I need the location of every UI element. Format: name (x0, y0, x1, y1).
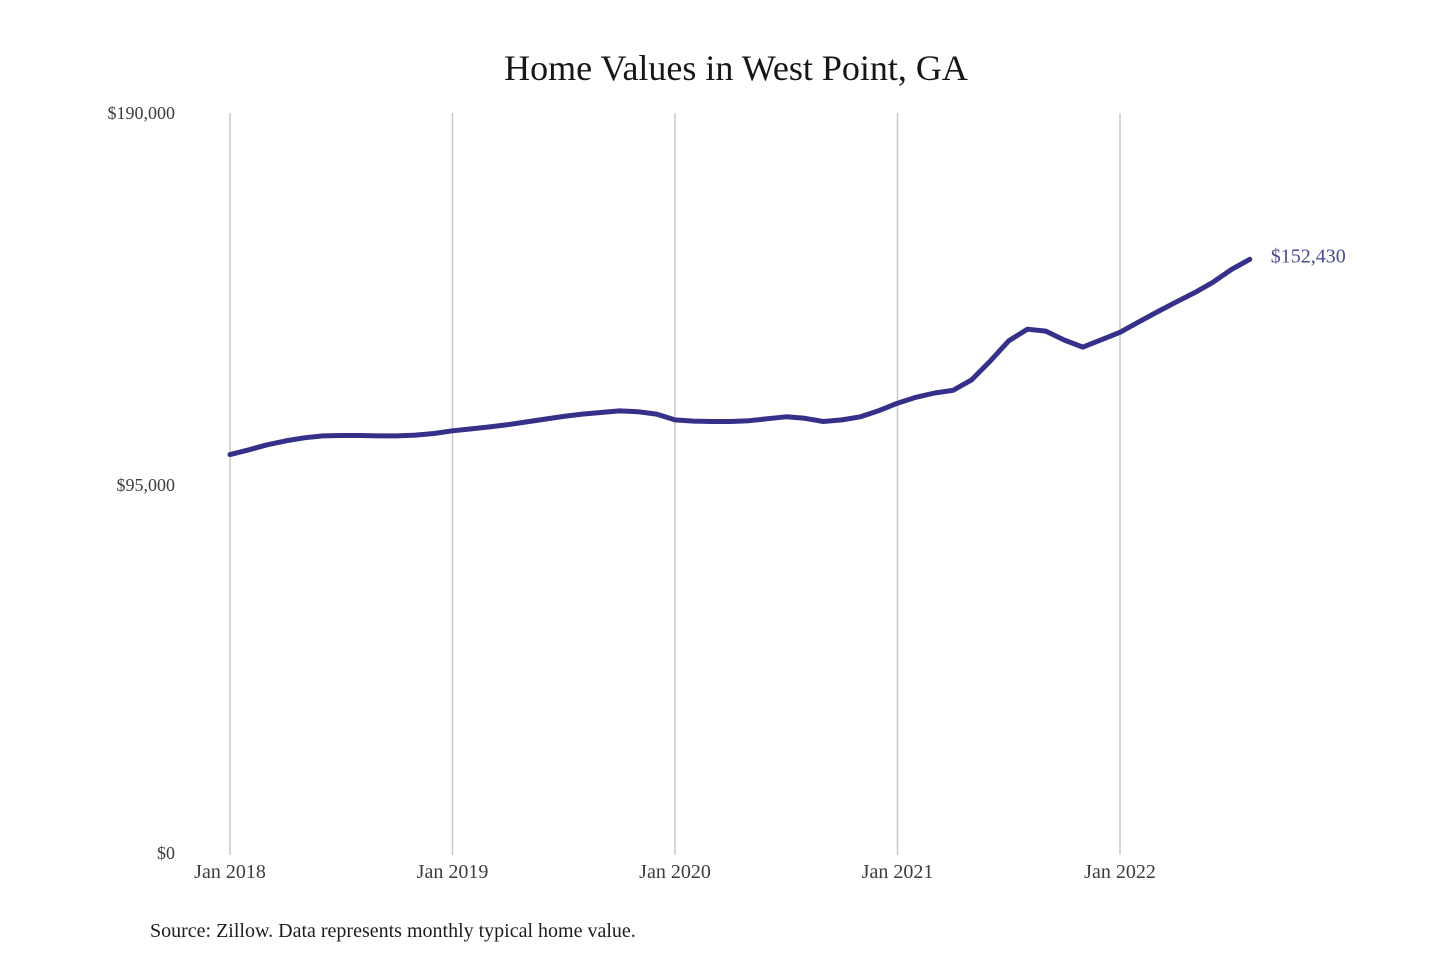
x-tick-label: Jan 2019 (417, 861, 489, 883)
x-tick-label: Jan 2018 (194, 861, 266, 883)
x-tick-label: Jan 2020 (639, 861, 711, 883)
x-tick-label: Jan 2021 (862, 861, 934, 883)
y-tick-0: $0 (157, 843, 175, 863)
y-tick-190000: $190,000 (108, 103, 176, 123)
y-tick-95000: $95,000 (117, 475, 176, 495)
x-tick-label: Jan 2022 (1084, 861, 1156, 883)
chart-title: Home Values in West Point, GA (504, 48, 968, 88)
x-axis-labels: Jan 2018 Jan 2019 Jan 2020 Jan 2021 Jan 2022 (194, 861, 1156, 883)
home-value-line (227, 256, 1253, 458)
end-value-label: $152,430 (1271, 245, 1346, 267)
y-axis-labels: $190,000 $95,000 $0 (108, 103, 176, 863)
gridlines (229, 113, 1121, 855)
source-note: Source: Zillow. Data represents monthly … (150, 920, 636, 942)
